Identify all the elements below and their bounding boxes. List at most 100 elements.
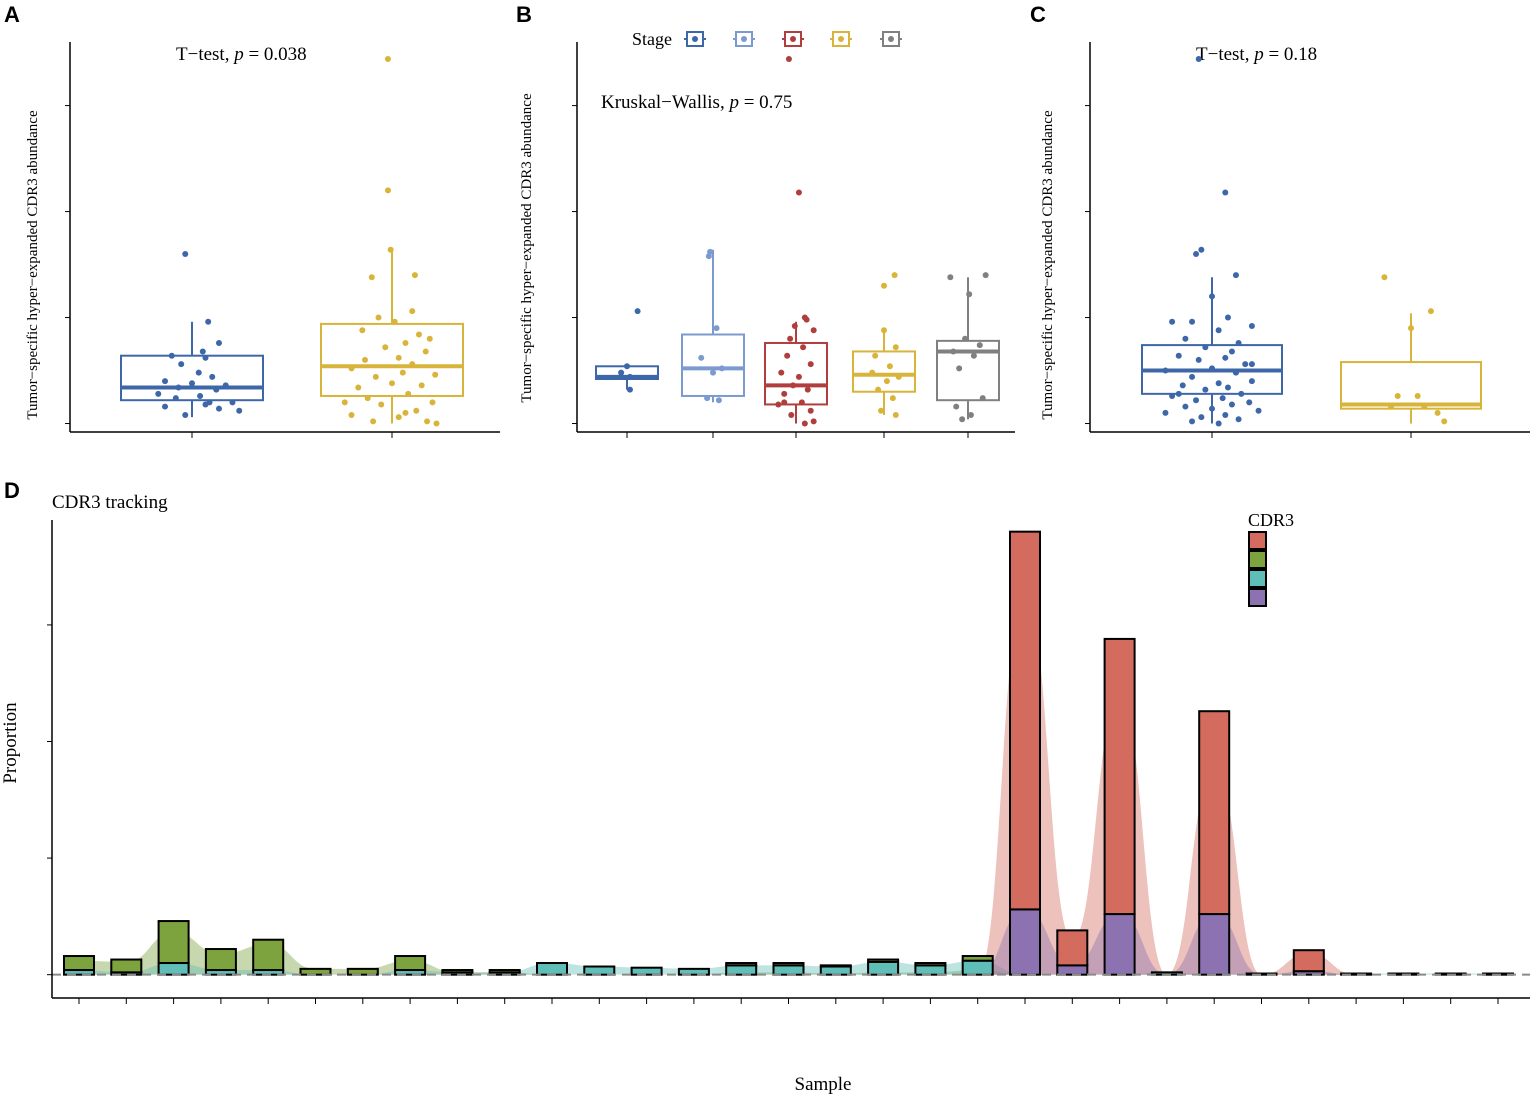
data-point — [1169, 392, 1176, 399]
data-point — [411, 272, 418, 279]
data-point — [178, 361, 185, 368]
legend-swatch-casslieghryf — [1248, 550, 1267, 569]
bar-gr054-cassqggevveheqff — [1103, 913, 1136, 976]
panel-c-letter: C — [1030, 2, 1046, 27]
data-point — [881, 327, 887, 334]
data-point — [795, 373, 802, 380]
data-point — [875, 386, 882, 393]
data-point — [1198, 414, 1205, 421]
data-point — [966, 291, 973, 298]
bar-gr037-casslieghryf — [725, 962, 758, 967]
data-point — [205, 318, 212, 325]
data-point — [1232, 272, 1239, 279]
bar-gr040-casspslagglcyneqff — [819, 965, 852, 976]
data-point — [162, 403, 169, 410]
panel-b-boxplot: B Kruskal−Wallis, p = 0.75 Tumor−specifi… — [516, 2, 1015, 438]
data-point — [1224, 314, 1231, 321]
bar-gr043-casspslagglcyneqff — [961, 959, 994, 976]
box-male — [1141, 55, 1283, 427]
data-point — [626, 386, 633, 393]
data-point — [429, 399, 436, 406]
data-point — [979, 395, 986, 402]
bar-gr031-casspslagglcyneqff — [583, 965, 616, 976]
data-point — [1209, 405, 1215, 412]
data-point — [382, 344, 389, 351]
box-iv — [852, 272, 916, 419]
data-point — [967, 412, 974, 419]
panel-b-x-ticks — [626, 432, 969, 438]
box-iqr — [320, 322, 464, 397]
data-point — [1235, 416, 1242, 423]
data-point — [1215, 380, 1222, 387]
data-point — [1209, 365, 1215, 372]
data-point — [881, 282, 887, 289]
legend-key-dot — [838, 36, 844, 42]
bar-gr034-casspslagglcyneqff — [630, 966, 663, 976]
bar-gr011-casslieghryf — [110, 958, 143, 974]
stage-legend-key-iv — [830, 31, 852, 47]
stage-legend-key-iii — [782, 31, 804, 47]
panel-a-plot-area — [69, 42, 500, 433]
bar-gr065-casspslagglcyneqff — [1245, 972, 1278, 976]
area-cassqggevveheqff — [79, 909, 1498, 975]
stage-legend-key-unknown — [880, 31, 902, 47]
bar-gr025-casslieghryf — [488, 969, 521, 974]
bar-gr063-cassfrsgvyneqff — [1198, 710, 1231, 916]
bar-gr067-casspslagglcyneqff — [1340, 972, 1373, 976]
bar-gr040-casslieghryf — [819, 964, 852, 968]
panel-c-boxplot: C T−test, p = 0.18 Tumor−specific hyper−… — [1030, 2, 1530, 438]
bar-gr021-casslieghryf — [346, 967, 379, 976]
data-point — [710, 369, 716, 376]
data-point — [950, 348, 957, 355]
data-point — [872, 352, 879, 359]
data-point — [715, 397, 722, 404]
bar-gr054-cassfrsgvyneqff — [1103, 637, 1136, 916]
data-point — [1238, 390, 1245, 397]
panel-d-bars — [63, 530, 1514, 976]
data-point — [384, 55, 391, 62]
bar-gr035-casspslagglcyneqff — [677, 967, 710, 976]
bar-gr015-casslieghryf — [252, 938, 285, 972]
data-point — [229, 399, 236, 406]
data-point — [1182, 403, 1189, 410]
data-point — [1222, 412, 1229, 419]
stage-legend-title: Stage — [632, 29, 672, 49]
panel-d-x-axis-label: Sample — [795, 1074, 852, 1095]
data-point — [189, 380, 195, 387]
data-point — [415, 331, 422, 338]
data-point — [962, 335, 969, 342]
cdr3-legend: CDR3 — [1248, 510, 1294, 607]
data-point — [1189, 318, 1196, 325]
data-point — [634, 308, 641, 315]
data-point — [1162, 367, 1169, 374]
data-point — [1248, 378, 1255, 385]
data-point — [956, 365, 963, 372]
data-point — [618, 369, 625, 376]
data-point — [775, 401, 782, 408]
panel-d-y-axis-label: Proportion — [0, 702, 21, 784]
data-point — [1202, 344, 1209, 351]
data-point — [624, 363, 630, 370]
data-point — [1179, 382, 1186, 389]
data-point — [718, 365, 725, 372]
data-point — [375, 314, 382, 321]
bar-gr005-casslieghryf — [63, 955, 95, 972]
data-point — [355, 384, 362, 391]
box-i — [595, 308, 659, 393]
panel-a-boxplot: A T−test, p = 0.038 Tumor−specific hyper… — [4, 2, 500, 438]
panel-c-y-ticks — [1085, 105, 1090, 425]
data-point — [432, 371, 439, 378]
data-point — [1215, 420, 1222, 427]
data-point — [795, 189, 802, 196]
legend-swatch-cassfrsgvyneqff — [1248, 531, 1267, 550]
data-point — [1408, 325, 1414, 332]
data-point — [787, 335, 794, 342]
box-iii — [764, 55, 828, 427]
bar-gr042-casspslagglcyneqff — [914, 964, 947, 976]
data-point — [892, 344, 899, 351]
bar-gr044-cassfrsgvyneqff — [1009, 530, 1041, 911]
legend-swatch-casspslagglcyneqff — [1248, 569, 1267, 588]
data-point — [1189, 418, 1196, 425]
panel-b-plot-area — [576, 42, 1015, 433]
